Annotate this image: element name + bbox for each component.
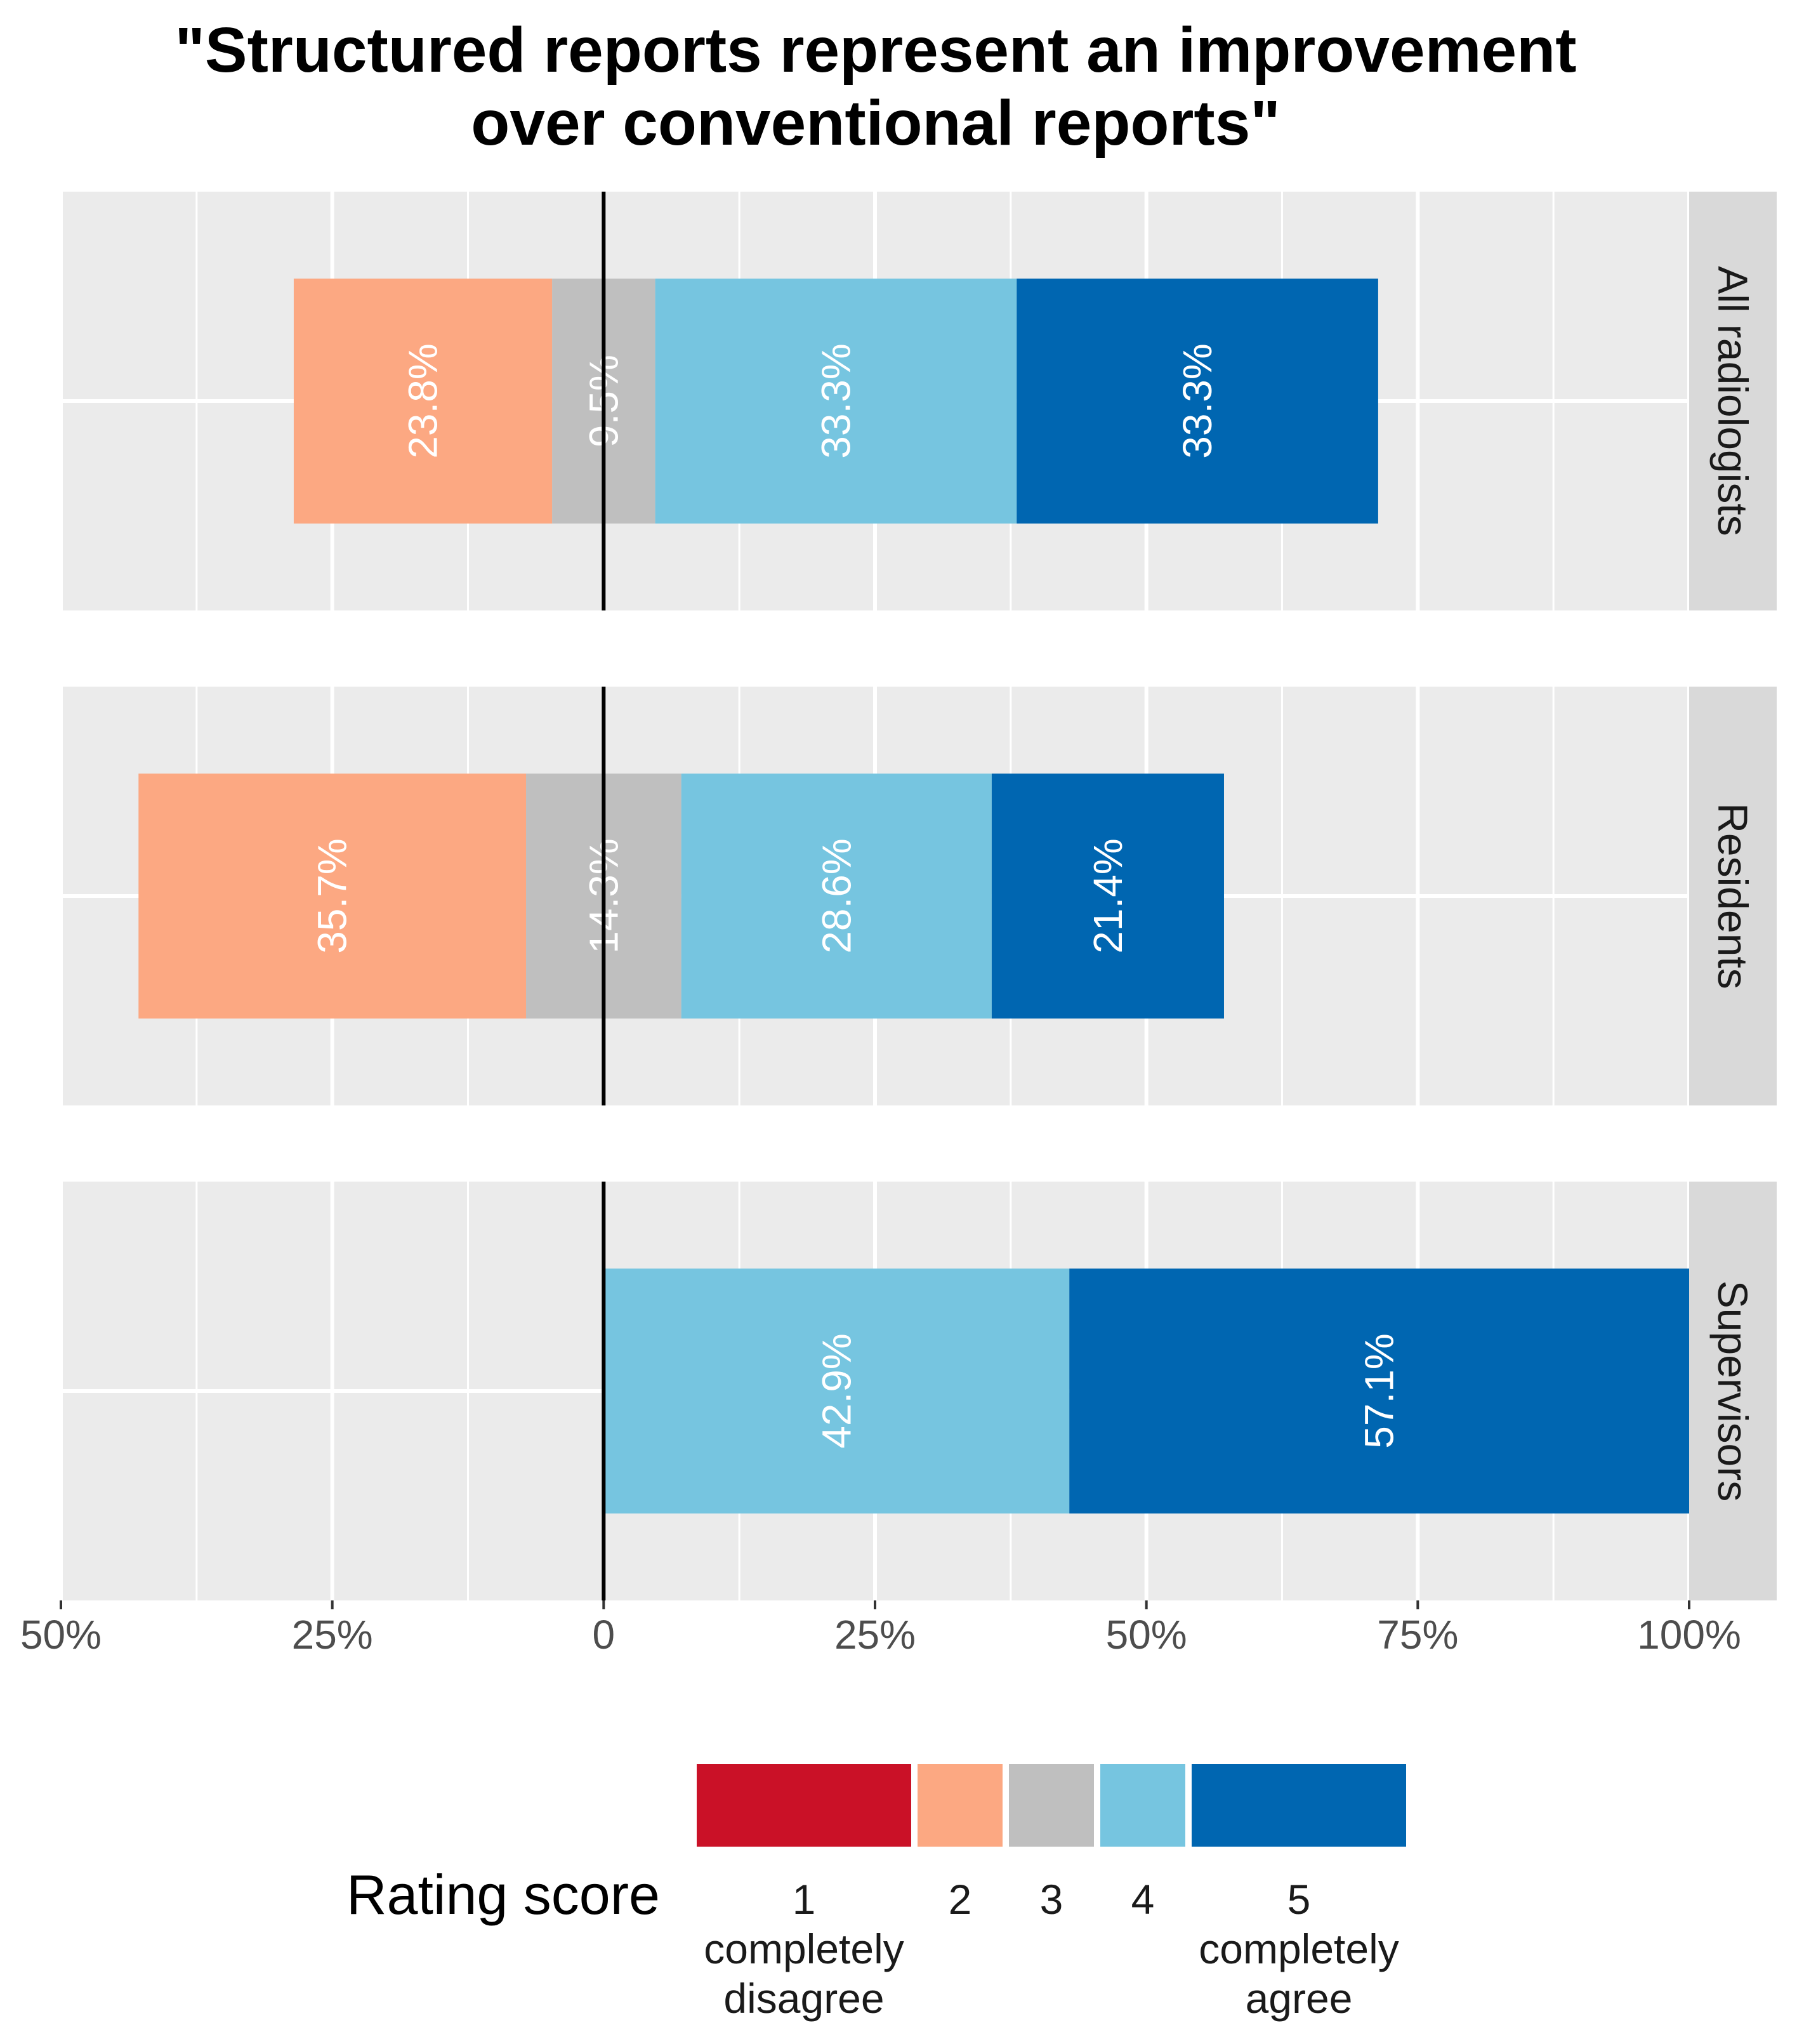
facet-panel-residents: 14.3% 28.6% 21.4%35.7% Residents	[59, 687, 1777, 1105]
bar-segment-score-4	[681, 774, 992, 1019]
facet-panel-all-radiologists: 9.5% 33.3% 33.3%23.8% All radiologists	[59, 192, 1777, 610]
chart-title-line-1: "Structured reports represent an improve…	[174, 15, 1576, 86]
facet-strip	[1689, 687, 1777, 1105]
bar-segment-score-5	[1069, 1269, 1689, 1513]
bar-segment-score-4	[603, 1269, 1070, 1513]
legend-key-score-5	[1192, 1764, 1406, 1847]
legend-label-score-5: agree	[1246, 1975, 1353, 2022]
bar-data-label: 23.8%	[400, 343, 446, 458]
legend-label-score-2: 2	[949, 1876, 972, 1923]
bar-data-label: 57.1%	[1357, 1333, 1402, 1448]
bar-segment-score-2	[293, 279, 553, 524]
x-tick-label: 50%	[20, 1612, 102, 1658]
bar-segment-score-5	[1017, 279, 1378, 524]
legend-key-score-4	[1100, 1764, 1185, 1847]
x-tick-label: 0	[593, 1612, 615, 1658]
bar-data-label: 33.3%	[1175, 343, 1220, 458]
legend-key-score-2	[918, 1764, 1003, 1847]
facet-strip	[1689, 192, 1777, 610]
facet-strip	[1689, 1182, 1777, 1600]
legend-label-score-1: 1	[793, 1876, 816, 1923]
facet-panel-supervisors: 42.9% 57.1% Supervisors	[59, 1182, 1777, 1600]
chart-title: "Structured reports represent an improve…	[174, 15, 1576, 159]
bar-data-label: 33.3%	[813, 343, 859, 458]
x-tick-label: 75%	[1377, 1612, 1458, 1658]
legend-label-score-5: completely	[1199, 1925, 1399, 1972]
facet-strip-label: All radiologists	[1709, 266, 1756, 536]
x-tick-label: 100%	[1637, 1612, 1741, 1658]
chart-title-line-2: over conventional reports"	[471, 88, 1280, 159]
legend-title: Rating score	[346, 1863, 660, 1926]
x-axis: 50% 25% 0 25% 50% 75% 100%	[20, 1600, 1741, 1658]
legend-label-score-5: 5	[1287, 1876, 1311, 1923]
bar-data-label: 21.4%	[1085, 838, 1131, 953]
facet-strip-label: Residents	[1709, 803, 1756, 989]
legend-key-score-3	[1009, 1764, 1094, 1847]
facet-panels: 9.5% 33.3% 33.3%23.8% All radiologists14.3%…	[59, 192, 1777, 1600]
bar-data-label: 35.7%	[310, 838, 355, 953]
legend-key-score-1	[697, 1764, 911, 1847]
legend-label-score-4: 4	[1131, 1876, 1155, 1923]
legend-label-score-1: disagree	[723, 1975, 884, 2022]
x-tick-label: 25%	[834, 1612, 916, 1658]
facet-strip-label: Supervisors	[1709, 1281, 1756, 1501]
legend-label-score-3: 3	[1040, 1876, 1063, 1923]
x-tick-label: 25%	[292, 1612, 373, 1658]
x-tick-label: 50%	[1106, 1612, 1187, 1658]
bar-segment-score-4	[655, 279, 1017, 524]
bar-data-label: 42.9%	[813, 1333, 859, 1448]
bar-segment-score-2	[138, 774, 527, 1019]
legend-label-score-1: completely	[704, 1925, 904, 1972]
bar-data-label: 28.6%	[813, 838, 859, 953]
bar-segment-score-5	[991, 774, 1224, 1019]
